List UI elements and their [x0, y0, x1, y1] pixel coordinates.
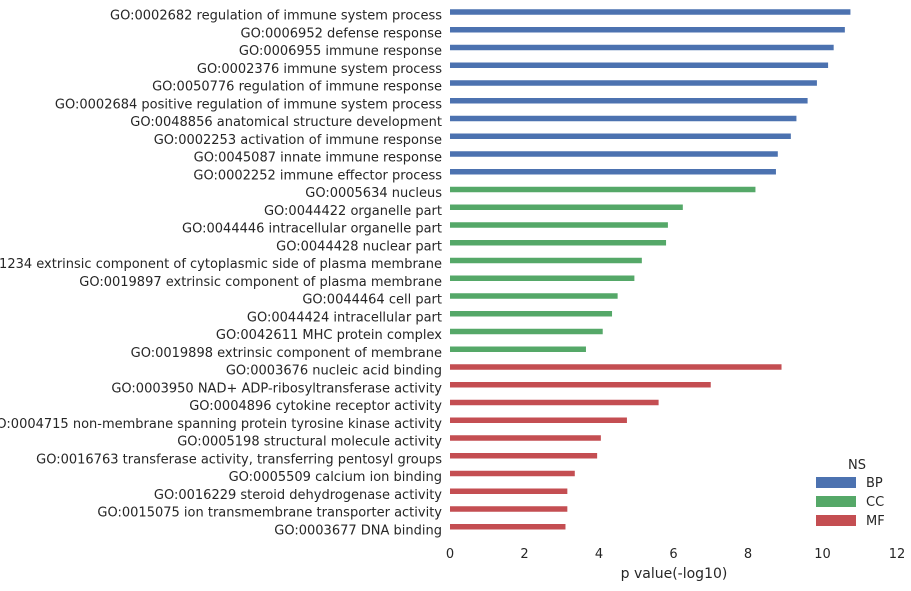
legend-label-bp: BP — [866, 476, 883, 491]
x-tick-label: 12 — [889, 547, 906, 562]
legend-swatch-mf — [816, 515, 856, 526]
bar-cc — [450, 311, 613, 317]
bar-cc — [450, 257, 642, 264]
bar-mf — [450, 435, 601, 441]
x-tick-label: 0 — [446, 547, 454, 562]
category-label: GO:0005634 nucleus — [305, 186, 442, 201]
bar-mf — [450, 506, 568, 512]
x-tick-label: 8 — [744, 547, 752, 562]
category-label: GO:0006955 immune response — [239, 44, 442, 59]
category-label: GO:0005198 structural molecule activity — [177, 435, 442, 450]
bar-bp — [450, 44, 834, 51]
category-label: GO:0006952 defense response — [241, 26, 443, 41]
category-label: GO:0002376 immune system process — [197, 62, 442, 77]
category-label: GO:0044424 intracellular part — [247, 310, 442, 325]
x-tick-label: 10 — [814, 547, 831, 562]
bar-cc — [450, 275, 635, 281]
bar-mf — [450, 470, 575, 477]
x-axis-label: p value(-log10) — [621, 566, 728, 582]
bar-bp — [450, 80, 817, 86]
category-label: GO:0003950 NAD+ ADP-ribosyltransferase a… — [111, 381, 442, 396]
bar-mf — [450, 417, 627, 423]
bar-bp — [450, 62, 829, 68]
category-label: GO:0005509 calcium ion binding — [229, 470, 442, 485]
bars-layer — [450, 9, 851, 530]
category-label: GO:0004896 cytokine receptor activity — [189, 399, 442, 414]
bar-bp — [450, 115, 797, 122]
category-label: GO:0016763 transferase activity, transfe… — [36, 452, 442, 467]
legend-label-mf: MF — [866, 514, 885, 529]
bar-cc — [450, 222, 668, 228]
bar-bp — [450, 27, 845, 33]
bar-mf — [450, 488, 568, 494]
category-labels: GO:0002682 regulation of immune system p… — [0, 9, 442, 539]
x-tick-label: 6 — [669, 547, 677, 562]
category-label: GO:0044422 organelle part — [264, 204, 442, 219]
bar-mf — [450, 382, 711, 388]
category-label: GO:0044446 intracellular organelle part — [182, 222, 442, 237]
bar-cc — [450, 240, 667, 246]
category-label: GO:0031234 extrinsic component of cytopl… — [0, 257, 442, 272]
bar-cc — [450, 293, 618, 299]
bar-bp — [450, 98, 808, 104]
x-tick-label: 4 — [595, 547, 603, 562]
bar-cc — [450, 328, 603, 335]
category-label: GO:0044464 cell part — [302, 293, 442, 308]
bar-cc — [450, 204, 683, 210]
category-label: GO:0019898 extrinsic component of membra… — [131, 346, 442, 361]
category-label: GO:0002682 regulation of immune system p… — [110, 9, 442, 24]
bar-bp — [450, 133, 791, 139]
legend-swatch-bp — [816, 477, 856, 488]
legend-swatch-cc — [816, 496, 856, 507]
bar-mf — [450, 364, 782, 370]
x-axis: 0 2 4 6 8 10 12 — [446, 547, 905, 562]
category-label: GO:0002253 activation of immune response — [154, 133, 442, 148]
category-label: GO:0004715 non-membrane spanning protein… — [0, 417, 442, 432]
legend-title: NS — [848, 458, 866, 473]
category-label: GO:0003676 nucleic acid binding — [226, 364, 442, 379]
bar-mf — [450, 453, 598, 459]
category-label: GO:0003677 DNA binding — [274, 523, 442, 538]
category-label: GO:0050776 regulation of immune response — [152, 80, 442, 95]
category-label: GO:0016229 steroid dehydrogenase activit… — [154, 488, 442, 503]
bar-cc — [450, 186, 756, 193]
bar-bp — [450, 151, 778, 157]
legend-label-cc: CC — [866, 495, 884, 510]
category-label: GO:0002252 immune effector process — [193, 168, 442, 183]
bar-cc — [450, 346, 586, 352]
legend: NS BP CC MF — [816, 458, 885, 529]
category-label: GO:0015075 ion transmembrane transporter… — [97, 506, 442, 521]
category-label: GO:0045087 innate immune response — [194, 151, 442, 166]
bar-mf — [450, 399, 659, 406]
bar-mf — [450, 524, 566, 530]
bar-bp — [450, 169, 776, 175]
category-label: GO:0048856 anatomical structure developm… — [130, 115, 442, 130]
category-label: GO:0002684 positive regulation of immune… — [55, 97, 442, 112]
category-label: GO:0042611 MHC protein complex — [216, 328, 442, 343]
category-label: GO:0044428 nuclear part — [276, 239, 442, 254]
category-label: GO:0019897 extrinsic component of plasma… — [79, 275, 442, 290]
x-tick-label: 2 — [520, 547, 528, 562]
bar-bp — [450, 9, 851, 15]
